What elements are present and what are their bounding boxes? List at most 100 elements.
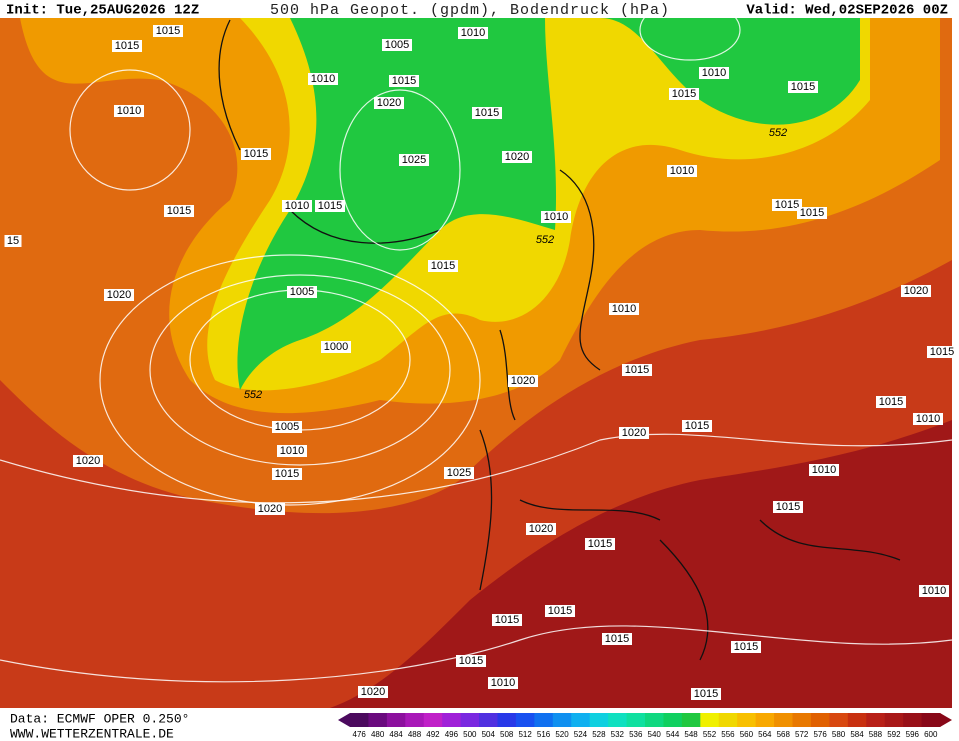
scale-tick-label: 596 — [906, 730, 920, 739]
scale-tick-label: 476 — [353, 730, 367, 739]
isobar-label: 1010 — [922, 585, 946, 597]
contour-labels: 1015 1015 1005 1010 1010 1015 1020 1015 1010 1015… — [4, 25, 957, 700]
isobar-label: 1020 — [511, 375, 535, 387]
scale-tick-label: 592 — [887, 730, 901, 739]
label-box — [772, 199, 802, 211]
scale-tick-label: 552 — [703, 730, 717, 739]
geopotential-label: 552 — [536, 234, 554, 246]
isobar-label: 1010 — [812, 464, 836, 476]
scale-tick-label: 600 — [924, 730, 938, 739]
isobar-label: 1010 — [311, 73, 335, 85]
label-box — [73, 455, 103, 467]
label-box — [545, 605, 575, 617]
label-box — [399, 154, 429, 166]
color-scale: 476 480 484 488 492 496 500 504 508 512 516 520 524 5… — [338, 713, 952, 739]
isobar-label: 1015 — [495, 614, 519, 626]
label-box — [585, 538, 615, 550]
scale-swatch — [497, 713, 517, 727]
label-box — [382, 39, 412, 51]
label-box — [773, 501, 803, 513]
isobar-label: 1010 — [285, 200, 309, 212]
label-box — [358, 686, 388, 698]
label-box — [901, 285, 931, 297]
isobar-label: 1020 — [258, 503, 282, 515]
label-box — [669, 88, 699, 100]
scale-swatch — [479, 713, 498, 727]
scale-swatch — [571, 713, 591, 727]
isobar-label: 1020 — [529, 523, 553, 535]
label-box — [492, 614, 522, 626]
label-box — [456, 655, 486, 667]
map-title: 500 hPa Geopot. (gpdm), Bodendruck (hPa) — [270, 2, 670, 19]
isobar-label: 1015 — [392, 75, 416, 87]
label-box — [809, 464, 839, 476]
label-box — [682, 420, 712, 432]
scale-swatch — [700, 713, 720, 727]
scale-tick-label: 588 — [869, 730, 883, 739]
isobar-label: 1020 — [622, 427, 646, 439]
label-box — [488, 677, 518, 689]
label-box — [541, 211, 571, 223]
scale-tick-label: 560 — [740, 730, 754, 739]
label-box — [104, 289, 134, 301]
label-box — [913, 413, 943, 425]
isobar-label: 1015 — [244, 148, 268, 160]
isobar-label: 1015 — [318, 200, 342, 212]
isobar-label: 1020 — [505, 151, 529, 163]
isobar-label: 1015 — [776, 501, 800, 513]
map-field — [0, 18, 953, 708]
scale-tick-label: 496 — [445, 730, 459, 739]
scale-swatch — [460, 713, 480, 727]
isobar-label: 1015 — [694, 688, 718, 700]
isobar-label: 1025 — [402, 154, 426, 166]
label-box — [164, 205, 194, 217]
isobar-label: 1015 — [459, 655, 483, 667]
scale-tick-label: 540 — [648, 730, 662, 739]
scale-swatch — [534, 713, 554, 727]
isobar-label: 1025 — [447, 467, 471, 479]
isobar-label: 1015 — [275, 468, 299, 480]
isobar-label: 1015 — [548, 605, 572, 617]
label-box — [428, 260, 458, 272]
label-box — [458, 27, 488, 39]
scale-swatch — [903, 713, 923, 727]
scale-swatch — [866, 713, 886, 727]
scale-swatch — [386, 713, 406, 727]
isobar-label: 1005 — [385, 39, 409, 51]
scale-swatch — [589, 713, 609, 727]
scale-swatch — [423, 713, 443, 727]
isobar-label: 1015 — [475, 107, 499, 119]
scale-tick-label: 480 — [371, 730, 385, 739]
scale-tick-label: 568 — [777, 730, 791, 739]
scale-swatch — [645, 713, 664, 727]
isobar-label: 1020 — [377, 97, 401, 109]
scale-tick-label: 576 — [813, 730, 827, 739]
label-box — [255, 503, 285, 515]
label-box — [876, 396, 906, 408]
scale-tick-label: 532 — [611, 730, 625, 739]
isobar-label: 1015 — [167, 205, 191, 217]
scale-tick-label: 504 — [482, 730, 496, 739]
label-box — [919, 585, 949, 597]
label-box — [114, 105, 144, 117]
label-box — [112, 40, 142, 52]
isobar-label: 1015 — [879, 396, 903, 408]
geopotential-label: 552 — [244, 389, 262, 401]
scale-tick-label: 484 — [389, 730, 403, 739]
isobar-label: 1015 — [775, 199, 799, 211]
scale-tick-label: 556 — [721, 730, 735, 739]
scale-tick-label: 536 — [629, 730, 643, 739]
valid-time: Valid: Wed,02SEP2026 00Z — [746, 3, 948, 19]
scale-swatch — [350, 713, 369, 727]
isobar-label: 1015 — [588, 538, 612, 550]
isobar-label: 1010 — [544, 211, 568, 223]
label-box — [927, 346, 957, 358]
label-box — [788, 81, 818, 93]
label-box — [272, 468, 302, 480]
isobar-label: 1015 — [605, 633, 629, 645]
isobar-label: 1010 — [702, 67, 726, 79]
label-box — [444, 467, 474, 479]
isobar-label: 1010 — [491, 677, 515, 689]
scale-swatch — [552, 713, 572, 727]
